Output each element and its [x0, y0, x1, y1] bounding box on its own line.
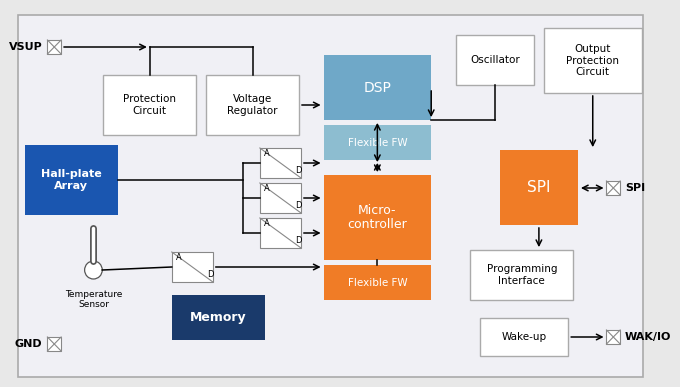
Text: SPI: SPI	[527, 180, 551, 195]
Circle shape	[84, 261, 102, 279]
Text: Wake-up: Wake-up	[502, 332, 547, 342]
Text: A: A	[264, 219, 269, 228]
Bar	[48, 337, 61, 351]
Bar	[324, 175, 431, 260]
Bar	[324, 265, 431, 300]
Bar	[324, 55, 431, 120]
Bar	[172, 295, 265, 340]
Bar	[544, 28, 642, 93]
Bar	[25, 145, 118, 215]
Text: GND: GND	[15, 339, 43, 349]
Bar	[48, 40, 61, 54]
Bar	[260, 148, 301, 178]
Text: Protection
Circuit: Protection Circuit	[123, 94, 176, 116]
Text: Oscillator: Oscillator	[470, 55, 520, 65]
Text: Micro-
controller: Micro- controller	[347, 204, 407, 231]
Text: D: D	[207, 270, 214, 279]
Text: WAK/IO: WAK/IO	[625, 332, 671, 342]
Text: Hall-plate
Array: Hall-plate Array	[41, 169, 102, 191]
Text: Flexible FW: Flexible FW	[347, 277, 407, 288]
Text: Temperature
Sensor: Temperature Sensor	[65, 290, 122, 309]
Bar	[260, 218, 301, 248]
Text: DSP: DSP	[363, 80, 391, 94]
Text: D: D	[295, 236, 302, 245]
Text: A: A	[264, 149, 269, 158]
Text: Memory: Memory	[190, 311, 247, 324]
Bar	[500, 150, 578, 225]
Bar	[260, 183, 301, 213]
Text: Output
Protection
Circuit: Output Protection Circuit	[566, 44, 619, 77]
Text: D: D	[295, 166, 302, 175]
Bar	[471, 250, 573, 300]
Text: D: D	[295, 201, 302, 210]
Text: Voltage
Regulator: Voltage Regulator	[227, 94, 277, 116]
Bar	[172, 252, 213, 282]
Text: Programming
Interface: Programming Interface	[486, 264, 557, 286]
Bar	[607, 181, 620, 195]
Text: A: A	[175, 253, 182, 262]
Text: VSUP: VSUP	[9, 42, 43, 52]
Bar	[480, 318, 568, 356]
Text: SPI: SPI	[625, 183, 645, 193]
Text: Flexible FW: Flexible FW	[347, 137, 407, 147]
Bar	[103, 75, 197, 135]
Bar	[456, 35, 534, 85]
Bar	[206, 75, 299, 135]
Text: A: A	[264, 184, 269, 193]
Bar	[607, 330, 620, 344]
Bar	[324, 125, 431, 160]
